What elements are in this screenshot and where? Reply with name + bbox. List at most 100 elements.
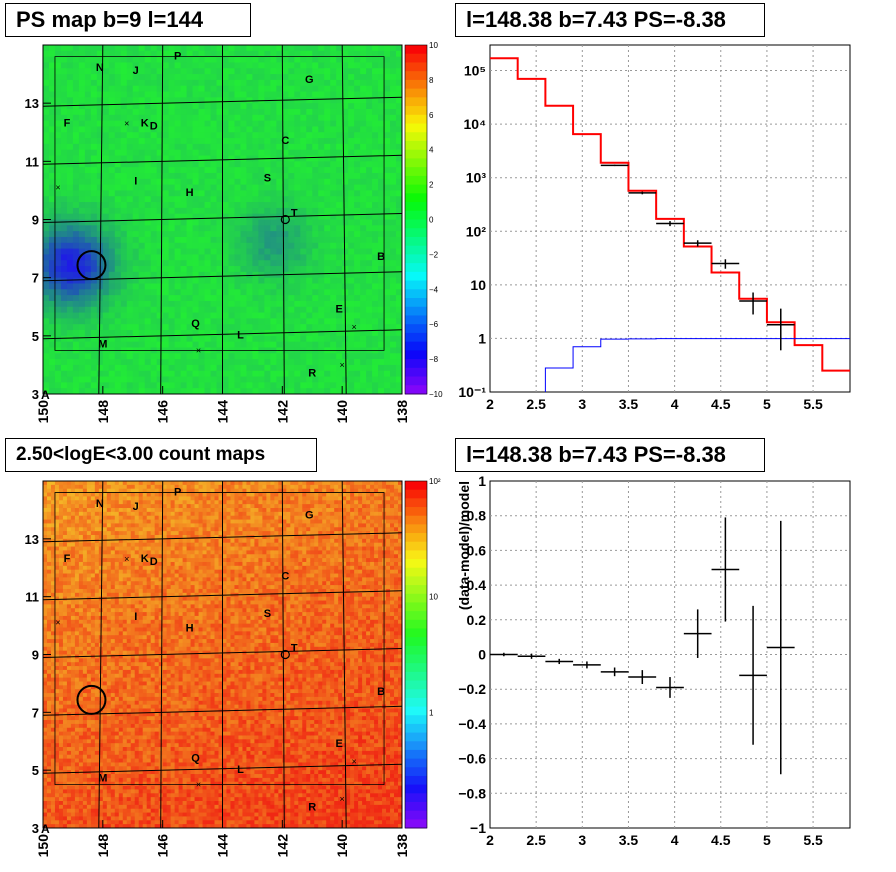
map-pixel: [192, 68, 199, 75]
map-pixel: [50, 542, 56, 547]
colorbar-cell: [405, 45, 427, 55]
map-pixel: [126, 271, 134, 279]
map-pixel: [138, 45, 146, 52]
map-pixel: [74, 720, 80, 725]
map-pixel: [300, 300, 307, 308]
map-pixel: [156, 213, 164, 220]
map-pixel: [156, 359, 164, 366]
map-pixel: [150, 266, 158, 273]
map-pixel: [82, 777, 88, 783]
map-pixel: [378, 161, 385, 168]
map-pixel: [276, 231, 283, 238]
map-pixel: [348, 359, 355, 366]
map-pixel: [82, 554, 88, 559]
map-pixel: [180, 359, 187, 366]
map-pixel: [54, 56, 62, 63]
map-pixel: [66, 766, 72, 771]
map-pixel: [216, 202, 223, 209]
map-pixel: [66, 519, 72, 524]
map-pixel: [70, 642, 76, 648]
map-pixel: [74, 812, 80, 817]
map-pixel: [46, 577, 52, 582]
map-pixel: [288, 143, 295, 151]
map-pixel: [306, 178, 313, 185]
map-pixel: [54, 550, 60, 555]
map-pixel: [84, 79, 92, 87]
map-pixel: [66, 138, 74, 145]
map-pixel: [204, 120, 211, 127]
map-pixel: [43, 207, 50, 215]
map-pixel: [96, 85, 104, 92]
map-pixel: [74, 507, 80, 513]
map-pixel: [210, 382, 217, 389]
map-pixel: [86, 689, 92, 694]
colorbar-cell: [405, 245, 427, 255]
map-pixel: [132, 260, 140, 267]
map-pixel: [228, 184, 235, 191]
map-pixel: [114, 364, 122, 372]
map-pixel: [282, 45, 289, 52]
map-pixel: [78, 155, 86, 162]
map-pixel: [108, 62, 116, 69]
map-pixel: [66, 68, 74, 75]
map-pixel: [78, 68, 86, 75]
map-pixel: [258, 79, 265, 87]
map-pixel: [62, 689, 68, 694]
map-pixel: [132, 103, 140, 110]
map-pixel: [86, 750, 92, 756]
map-pixel: [132, 120, 140, 127]
map-pixel: [312, 300, 319, 308]
map-pixel: [180, 62, 187, 69]
map-pixel: [240, 132, 247, 139]
map-pixel: [156, 114, 164, 122]
map-pixel: [222, 300, 229, 308]
map-pixel: [318, 283, 325, 290]
map-pixel: [330, 91, 337, 98]
map-pixel: [252, 68, 259, 75]
map-pixel: [62, 542, 68, 547]
map-pixel: [378, 62, 385, 69]
map-pixel: [198, 231, 205, 238]
map-pixel: [282, 132, 289, 139]
map-pixel: [264, 283, 271, 290]
map-pixel: [54, 627, 60, 632]
map-pixel: [228, 289, 235, 296]
map-pixel: [70, 789, 76, 794]
map-pixel: [102, 85, 110, 92]
map-pixel: [62, 781, 68, 786]
map-pixel: [126, 79, 134, 87]
map-pixel: [62, 658, 68, 663]
map-pixel: [264, 388, 271, 394]
map-pixel: [82, 588, 88, 594]
map-pixel: [198, 388, 205, 394]
map-pixel: [348, 213, 355, 220]
map-pixel: [366, 196, 373, 203]
colorbar-cell: [405, 167, 427, 177]
map-pixel: [240, 79, 247, 87]
map-pixel: [300, 161, 307, 168]
colorbar-cell: [405, 79, 427, 90]
map-pixel: [318, 74, 325, 81]
map-pixel: [162, 370, 170, 377]
map-pixel: [138, 138, 146, 145]
map-pixel: [120, 132, 128, 139]
map-pixel: [294, 236, 301, 244]
map-pixel: [43, 370, 50, 377]
map-pixel: [43, 639, 48, 644]
map-pixel: [312, 85, 319, 92]
map-pixel: [78, 588, 84, 594]
map-pixel: [144, 242, 152, 249]
map-pixel: [46, 504, 52, 509]
map-pixel: [62, 785, 68, 790]
map-pixel: [306, 50, 313, 58]
map-pixel: [156, 300, 164, 308]
map-pixel: [62, 588, 68, 594]
map-pixel: [102, 108, 110, 116]
map-pixel: [43, 364, 50, 372]
map-pixel: [62, 685, 68, 690]
map-pixel: [86, 797, 92, 802]
map-pixel: [138, 231, 146, 238]
map-pixel: [306, 68, 313, 75]
map-pixel: [144, 167, 152, 174]
map-pixel: [86, 696, 92, 702]
